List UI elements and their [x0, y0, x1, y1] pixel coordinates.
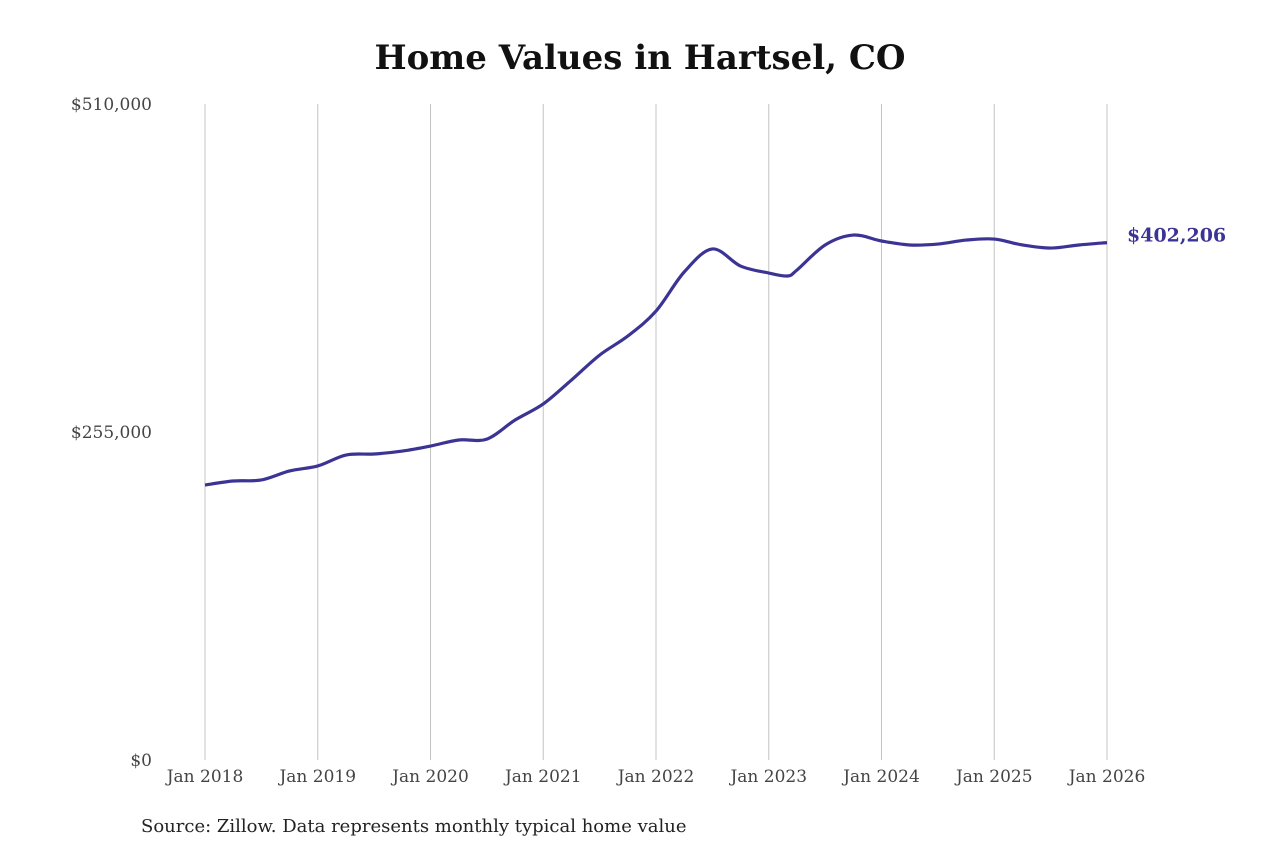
x-tick-label: Jan 2026: [1067, 767, 1146, 787]
end-value-label: $402,206: [1127, 225, 1226, 247]
y-tick-label: $255,000: [71, 423, 152, 443]
x-tick-label: Jan 2018: [165, 767, 244, 787]
x-tick-label: Jan 2020: [390, 767, 469, 787]
x-tick-label: Jan 2019: [277, 767, 356, 787]
chart-title: Home Values in Hartsel, CO: [374, 38, 906, 78]
y-tick-label: $510,000: [71, 95, 152, 115]
x-tick-label: Jan 2021: [503, 767, 582, 787]
x-tick-label: Jan 2024: [841, 767, 920, 787]
home-value-line: [204, 233, 1108, 487]
x-tick-label: Jan 2022: [616, 767, 695, 787]
source-note: Source: Zillow. Data represents monthly …: [141, 816, 687, 837]
y-tick-label: $0: [130, 751, 152, 771]
x-tick-label: Jan 2025: [954, 767, 1033, 787]
x-tick-label: Jan 2023: [728, 767, 807, 787]
